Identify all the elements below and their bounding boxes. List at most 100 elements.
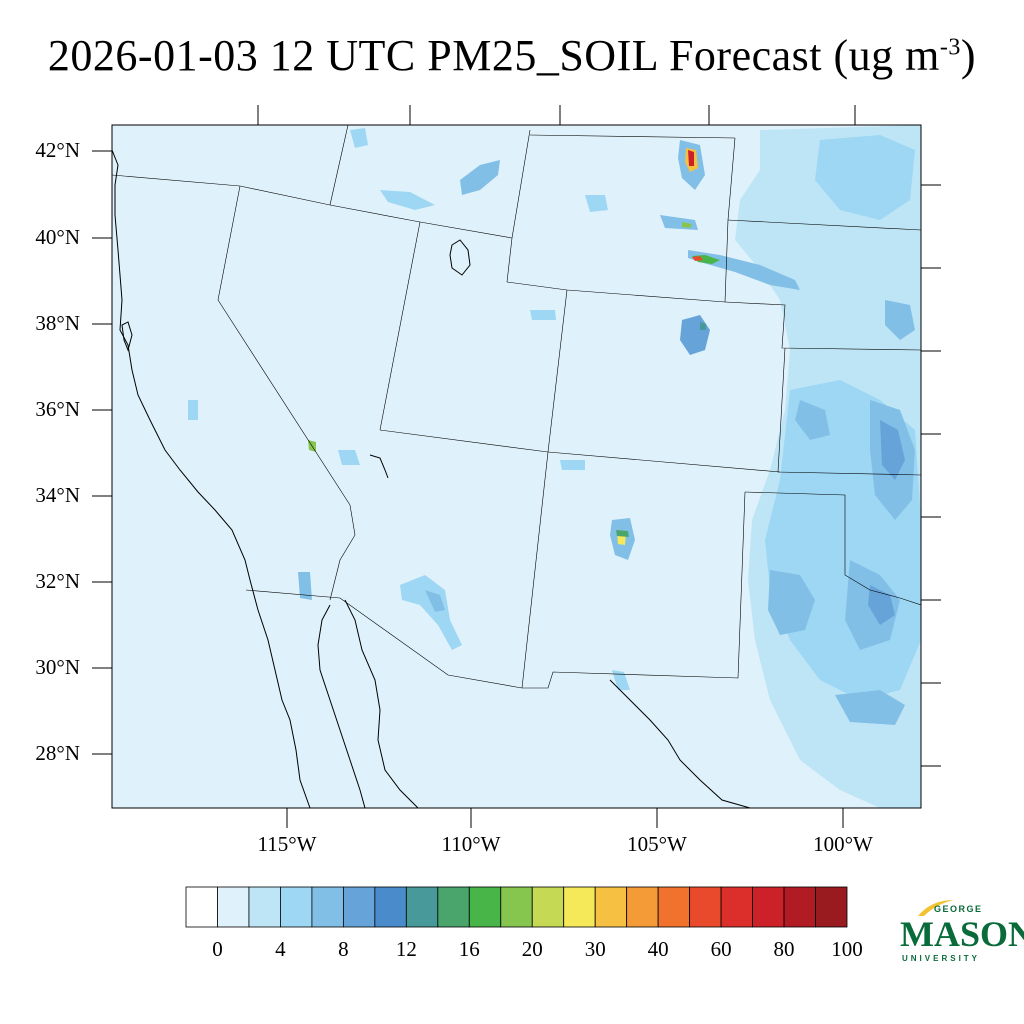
- idaho-spot: [350, 128, 368, 148]
- gulf-california-east: [344, 599, 419, 808]
- title-text: 2026-01-03 12 UTC PM25_SOIL Forecast (ug…: [47, 31, 940, 80]
- colorbar-swatch: [217, 886, 250, 928]
- logo-university: UNIVERSITY: [902, 954, 981, 963]
- title-close: ): [960, 31, 977, 80]
- map-frame: [111, 124, 922, 809]
- lon-label-100: 100°W: [813, 832, 873, 856]
- colorbar-swatch: [185, 886, 218, 928]
- plains-blob-4: [835, 690, 905, 725]
- great-salt-lake: [449, 239, 471, 276]
- colorbar-swatch: [689, 886, 722, 928]
- gmu-logo: GEORGE MASON UNIVERSITY: [896, 898, 1024, 968]
- lake-mead: [369, 454, 389, 479]
- lat-label-30: 30°N: [35, 655, 80, 679]
- colorbar-swatch: [374, 886, 407, 928]
- colorbar-label: 8: [338, 937, 349, 961]
- colorbar-swatch: [311, 886, 344, 928]
- colorbar-label: 80: [773, 937, 795, 961]
- co-ks-border: [724, 301, 921, 351]
- colorbar-swatch: [720, 886, 753, 928]
- arizona-plume-core: [425, 590, 445, 612]
- lat-label-32: 32°N: [35, 569, 80, 593]
- idaho-plume-2: [380, 190, 435, 210]
- sf-bay: [121, 321, 133, 352]
- plains-blob-8: [815, 135, 915, 220]
- nm-core-edge: [616, 530, 629, 537]
- id-wy-border: [506, 129, 531, 283]
- state-borders: [112, 125, 921, 689]
- lat-label-40: 40°N: [35, 225, 80, 249]
- colorbar-label: 30: [584, 937, 606, 961]
- colorbar: [185, 886, 848, 928]
- colorbar-label: 40: [647, 937, 669, 961]
- wyoming-spot-2-core: [682, 222, 692, 228]
- arizona-spot-2: [338, 450, 360, 465]
- ne-ks-border: [727, 219, 921, 231]
- colorbar-swatch: [248, 886, 281, 928]
- id-nv-border: [329, 125, 349, 206]
- lat-label-38: 38°N: [35, 311, 80, 335]
- colorbar-swatch: [500, 886, 533, 928]
- colorbar-label: 16: [458, 937, 480, 961]
- plains-blob-7: [795, 400, 830, 440]
- colorbar-swatch: [752, 886, 785, 928]
- utah-spot: [530, 310, 556, 320]
- co-nm-okla-border: [777, 347, 921, 476]
- tx-ok-border: [744, 491, 921, 606]
- mt-wy-border: [529, 134, 736, 139]
- wyoming-hot: [688, 150, 694, 166]
- logo-swoosh-icon: [918, 900, 954, 916]
- nv-ut-border: [379, 221, 421, 431]
- colorado-blob-core: [700, 322, 706, 330]
- colorbar-label: 4: [275, 937, 286, 961]
- colorbar-swatch: [783, 886, 816, 928]
- border-spot: [298, 572, 312, 600]
- texas-spot: [612, 670, 630, 690]
- ca-nv-border: [217, 185, 351, 506]
- colorbar-swatch: [594, 886, 628, 928]
- lat-label-34: 34°N: [35, 483, 80, 507]
- mexico-coast-east: [609, 679, 751, 808]
- nm-spot-2: [560, 460, 585, 470]
- colorbar-label: 12: [395, 937, 417, 961]
- az-mexico-border: [245, 589, 523, 689]
- az-nm-border: [521, 451, 549, 689]
- lat-label-36: 36°N: [35, 397, 80, 421]
- lat-label-42: 42°N: [35, 138, 80, 162]
- colorbar-swatch: [626, 886, 659, 928]
- colorbar-swatch: [563, 886, 596, 928]
- ut-co-border: [547, 289, 568, 453]
- california-coast: [112, 149, 311, 808]
- plains-blob-2: [768, 570, 815, 635]
- plains-blob-5: [880, 420, 905, 480]
- gulf-california-west: [317, 604, 366, 808]
- lon-label-110: 110°W: [441, 832, 501, 856]
- lat-label-28: 28°N: [35, 741, 80, 765]
- nevada-spot-2: [188, 400, 198, 420]
- concentration-field: [188, 125, 921, 808]
- logo-mason: MASON: [900, 914, 1024, 954]
- map-title: 2026-01-03 12 UTC PM25_SOIL Forecast (ug…: [0, 30, 1024, 81]
- colorbar-label: 20: [521, 937, 543, 961]
- colorbar-swatch: [468, 886, 502, 928]
- logo-george: GEORGE: [934, 904, 983, 914]
- colorbar-swatch: [815, 886, 848, 928]
- idaho-plume: [460, 160, 500, 195]
- colorbar-label: 100: [831, 937, 863, 961]
- wyoming-spot-3: [585, 195, 608, 212]
- tick-marks: [92, 105, 941, 828]
- arizona-plume: [400, 575, 462, 650]
- colorbar-label: 0: [212, 937, 223, 961]
- nm-tx-border: [522, 491, 746, 689]
- front-range-hot: [692, 256, 703, 261]
- lon-label-105: 105°W: [627, 832, 687, 856]
- coastlines: [112, 149, 751, 808]
- colorbar-swatch: [531, 886, 565, 928]
- title-superscript: -3: [939, 34, 961, 61]
- lon-label-115: 115°W: [257, 832, 317, 856]
- colorbar-label: 60: [710, 937, 732, 961]
- ca-az-border: [329, 504, 356, 601]
- colorbar-swatch: [280, 886, 313, 928]
- colorbar-swatch: [657, 886, 691, 928]
- colorbar-swatch: [342, 886, 376, 928]
